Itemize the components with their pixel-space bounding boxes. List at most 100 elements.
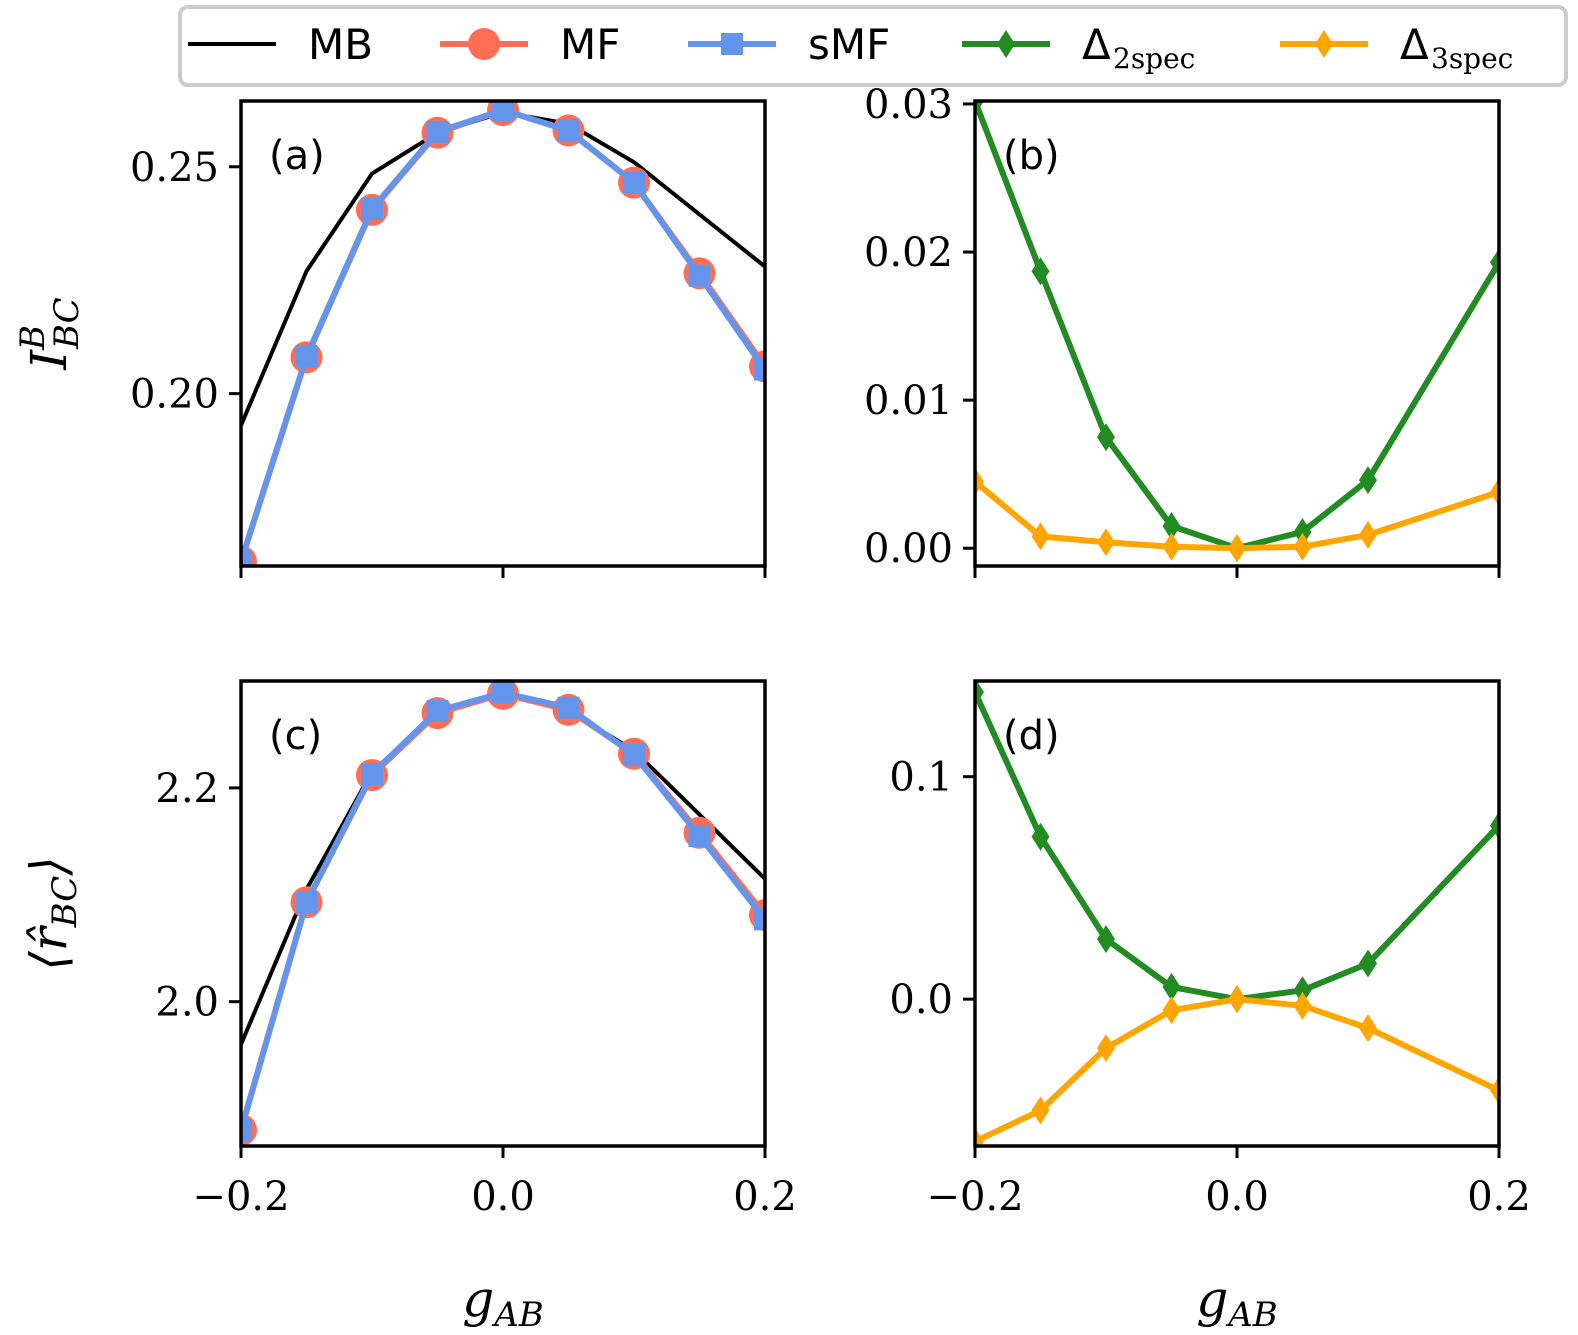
legend-label: sMF	[808, 20, 890, 69]
legend-label: Δ	[1400, 20, 1429, 69]
series-line-Δ2spec	[975, 101, 1499, 552]
legend-entry: MB	[188, 20, 373, 69]
y-tick-label: 0.25	[130, 145, 219, 191]
data-point-Δ3spec	[1490, 477, 1499, 506]
data-point-Δ2spec	[1162, 972, 1181, 1001]
data-point-Δ3spec	[1097, 528, 1115, 557]
data-point-Δ3spec	[1162, 532, 1181, 561]
data-point-Δ2spec	[1097, 925, 1115, 954]
data-point-Δ3spec	[1490, 1076, 1499, 1105]
series-line-MF	[241, 690, 765, 1131]
data-point-Δ3spec	[1228, 534, 1246, 563]
data-point-Δ2spec	[1293, 517, 1312, 546]
data-point-Δ2spec	[1031, 257, 1050, 286]
y-axis-label-sub: BC	[45, 876, 85, 929]
panel-a: 0.20 0.25 (a) IBBC	[13, 99, 767, 578]
x-axis-label: gAB	[1196, 1270, 1278, 1335]
legend-label: Δ	[1082, 20, 1111, 69]
y-axis-label-sup: B	[13, 325, 53, 351]
data-point-Δ3spec	[1097, 1034, 1115, 1063]
data-point-Δ2spec	[1293, 976, 1312, 1005]
panel-label: (d)	[1003, 713, 1060, 759]
legend-marker	[468, 28, 500, 60]
panel-d: 0.0 0.1 −0.2 0.0 0.2 (d) gAB	[889, 679, 1531, 1335]
x-axis-label: gAB	[462, 1270, 544, 1335]
y-axis-label: IBBC	[13, 297, 87, 370]
legend-entry: MF	[440, 20, 620, 69]
data-point-sMF	[557, 119, 580, 142]
data-point-Δ3spec	[1293, 991, 1312, 1020]
y-tick-label: 2.2	[155, 766, 219, 812]
plot-area	[241, 101, 765, 566]
y-tick-label: 0.0	[889, 977, 953, 1023]
y-tick-label: 0.02	[864, 230, 953, 276]
y-tick-label: 0.1	[889, 755, 953, 801]
data-point-Δ2spec	[975, 101, 984, 115]
legend-label: MF	[560, 20, 620, 69]
plot-area	[241, 681, 765, 1146]
panel-label: (b)	[1003, 133, 1060, 179]
data-point-sMF	[426, 699, 449, 722]
legend-label: MB	[308, 20, 373, 69]
panel-b: 0.00 0.01 0.02 0.03 (b)	[864, 82, 1501, 578]
y-tick-label: 0.03	[864, 82, 953, 128]
legend: MB MF sMF Δ 2spec Δ 3spec	[178, 5, 1568, 87]
plot-area	[975, 101, 1499, 563]
data-point-Δ2spec	[1359, 466, 1377, 495]
x-axis-label-sub: AB	[491, 1295, 544, 1335]
y-tick-label: 0.20	[130, 372, 219, 418]
data-point-Δ2spec	[1162, 512, 1181, 541]
data-point-Δ2spec	[1031, 822, 1050, 851]
data-point-sMF	[492, 101, 514, 122]
y-axis-label-end: ⟩	[20, 856, 78, 877]
data-point-Δ3spec	[975, 467, 984, 496]
legend-entry: Δ 3spec	[1280, 20, 1513, 75]
legend-label-sub: 2spec	[1113, 42, 1195, 75]
x-tick-label: 0.2	[1467, 1174, 1531, 1220]
x-tick-label: −0.2	[192, 1174, 289, 1220]
legend-entry: Δ 2spec	[962, 20, 1195, 75]
data-point-sMF	[754, 908, 765, 931]
panel-label: (c)	[269, 713, 322, 759]
data-point-sMF	[361, 763, 383, 785]
data-point-sMF	[361, 197, 383, 220]
data-point-Δ2spec	[1490, 811, 1499, 840]
data-point-Δ3spec	[1359, 1014, 1377, 1043]
data-point-Δ3spec	[1293, 532, 1312, 561]
data-point-sMF	[295, 891, 318, 914]
data-point-Δ3spec	[1031, 1096, 1050, 1125]
legend-box	[178, 5, 1568, 87]
panel-label: (a)	[269, 133, 325, 179]
data-point-sMF	[688, 264, 711, 287]
data-point-Δ3spec	[1031, 522, 1050, 551]
y-tick-label: 0.00	[864, 526, 953, 572]
data-point-Δ3spec	[1162, 996, 1181, 1025]
data-point-Δ3spec	[1359, 520, 1377, 549]
data-point-Δ3spec	[1228, 985, 1246, 1014]
y-axis-label: ⟨r̂BC⟩	[20, 856, 85, 971]
data-point-sMF	[295, 345, 318, 368]
data-point-sMF	[426, 120, 449, 143]
data-point-sMF	[557, 696, 580, 719]
x-tick-label: 0.0	[1205, 1174, 1269, 1220]
data-point-sMF	[241, 1118, 252, 1141]
legend-marker	[1315, 30, 1333, 58]
data-point-Δ2spec	[975, 681, 984, 707]
panel-c: 2.0 2.2 −0.2 0.0 0.2 (c) gAB ⟨r̂BC⟩	[20, 679, 797, 1335]
y-tick-label: 2.0	[155, 980, 219, 1026]
data-point-Δ2spec	[1359, 949, 1377, 978]
series-line-Δ3spec	[975, 996, 1499, 1145]
x-tick-label: 0.0	[471, 1174, 535, 1220]
data-point-sMF	[688, 825, 711, 847]
data-point-Δ2spec	[1097, 423, 1115, 452]
series-line-Δ3spec	[975, 479, 1499, 552]
y-axis-label-sub: BC	[47, 297, 87, 350]
legend-label-sub: 3spec	[1431, 42, 1513, 75]
x-tick-label: 0.2	[733, 1174, 797, 1220]
data-point-Δ2spec	[1490, 248, 1499, 277]
data-point-sMF	[623, 171, 645, 194]
series-line-Δ2spec	[975, 690, 1499, 1003]
plot-area	[975, 681, 1499, 1146]
